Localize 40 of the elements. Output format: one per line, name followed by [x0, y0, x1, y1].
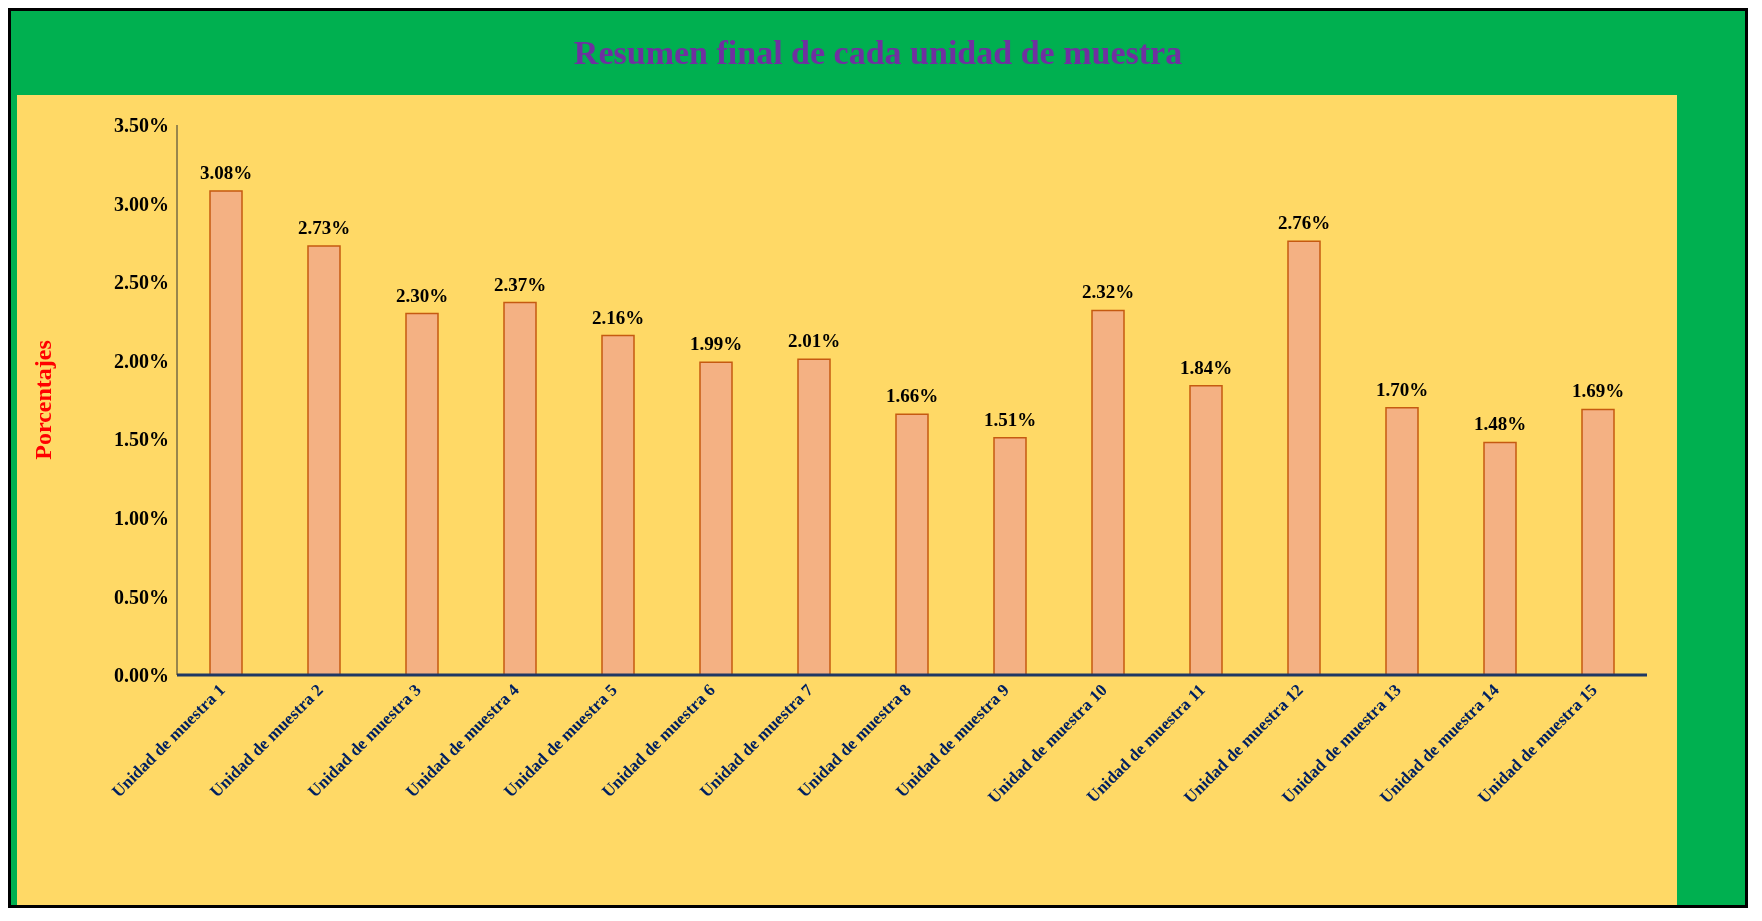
data-label: 2.76% — [1277, 212, 1331, 234]
bar — [1385, 407, 1419, 675]
y-tick-label: 1.50% — [114, 428, 169, 451]
bar — [209, 190, 243, 675]
data-label: 1.69% — [1571, 380, 1625, 402]
data-label: 2.73% — [297, 217, 351, 238]
bar — [1581, 408, 1615, 675]
bar — [1483, 441, 1517, 675]
chart-title: Resumen final de cada unidad de muestra — [572, 33, 1184, 73]
bar — [993, 436, 1027, 675]
data-label: 1.99% — [689, 333, 743, 355]
bar — [1287, 240, 1321, 675]
data-label: 1.48% — [1473, 413, 1527, 435]
bar — [1189, 385, 1223, 675]
y-axis-title: Porcentajes — [29, 340, 56, 460]
bar — [601, 334, 635, 675]
data-label: 2.37% — [493, 273, 547, 295]
data-label: 1.84% — [1179, 356, 1233, 378]
data-label: 2.16% — [591, 306, 645, 328]
y-tick-label: 0.50% — [114, 585, 169, 608]
y-tick-label: 3.50% — [114, 114, 169, 137]
data-label: 1.51% — [983, 408, 1037, 430]
bar — [797, 358, 831, 675]
bar — [895, 413, 929, 675]
bar — [699, 361, 733, 675]
data-label: 2.01% — [787, 330, 841, 352]
y-tick-label: 2.50% — [114, 271, 169, 294]
y-tick-label: 1.00% — [114, 506, 169, 529]
y-tick-label: 3.00% — [114, 192, 169, 215]
data-label: 2.30% — [395, 284, 449, 306]
data-label: 1.66% — [885, 385, 939, 407]
bar — [503, 301, 537, 675]
bar — [307, 245, 341, 675]
y-tick-label: 2.00% — [114, 349, 169, 372]
data-label: 1.70% — [1375, 378, 1429, 400]
bar — [405, 312, 439, 675]
bar — [1091, 309, 1125, 675]
data-label: 2.32% — [1081, 281, 1135, 303]
data-label: 3.08% — [199, 162, 253, 183]
y-tick-label: 0.00% — [114, 664, 169, 687]
